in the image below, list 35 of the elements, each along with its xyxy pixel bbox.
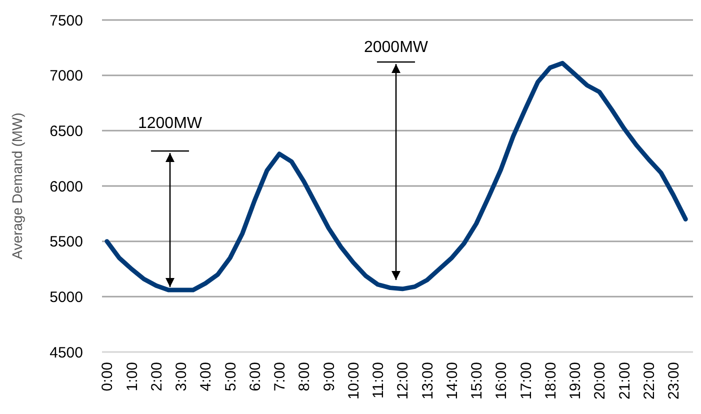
x-tick-label: 13:00 xyxy=(419,362,436,400)
y-tick-label: 7000 xyxy=(50,68,83,85)
x-tick-label: 10:00 xyxy=(345,362,362,400)
y-tick-label: 6500 xyxy=(50,122,83,140)
x-tick-label: 9:00 xyxy=(320,362,338,392)
x-tick-label: 6:00 xyxy=(246,362,264,392)
annotation: 2000MW xyxy=(364,39,429,56)
x-tick-label: 1:00 xyxy=(124,362,141,392)
x-tick-label: 7:00 xyxy=(272,362,289,392)
y-tick-label: 5500 xyxy=(50,234,83,251)
x-tick-label: 17:00 xyxy=(518,362,535,400)
x-tick-label: 23:00 xyxy=(666,362,683,400)
x-tick-label: 21:00 xyxy=(616,362,634,400)
x-tick-label: 18:00 xyxy=(542,362,560,400)
x-tick-label: 4:00 xyxy=(198,362,215,392)
x-tick-label: 5:00 xyxy=(222,362,240,392)
x-tick-label: 0:00 xyxy=(99,362,116,392)
x-tick-label: 11:00 xyxy=(370,362,388,398)
x-tick-label: 16:00 xyxy=(493,362,510,400)
annotation: 1200MW xyxy=(138,115,203,132)
x-tick-label: 20:00 xyxy=(592,362,609,400)
x-tick-label: 22:00 xyxy=(640,362,658,400)
x-tick-label: 14:00 xyxy=(444,362,461,400)
y-axis-title: Average Demand (MW) xyxy=(9,112,25,260)
x-tick-label: 12:00 xyxy=(394,362,412,400)
y-tick-label: 6000 xyxy=(50,178,83,196)
x-tick-label: 3:00 xyxy=(173,362,190,392)
x-tick-label: 15:00 xyxy=(468,362,486,400)
y-tick-label: 7500 xyxy=(50,12,83,30)
y-tick-label: 5000 xyxy=(50,288,83,306)
line-series xyxy=(104,60,688,292)
x-tick-label: 8:00 xyxy=(296,362,314,392)
x-tick-label: 19:00 xyxy=(567,362,584,400)
x-tick-label: 2:00 xyxy=(148,362,166,392)
y-tick-label: 4500 xyxy=(50,344,83,362)
